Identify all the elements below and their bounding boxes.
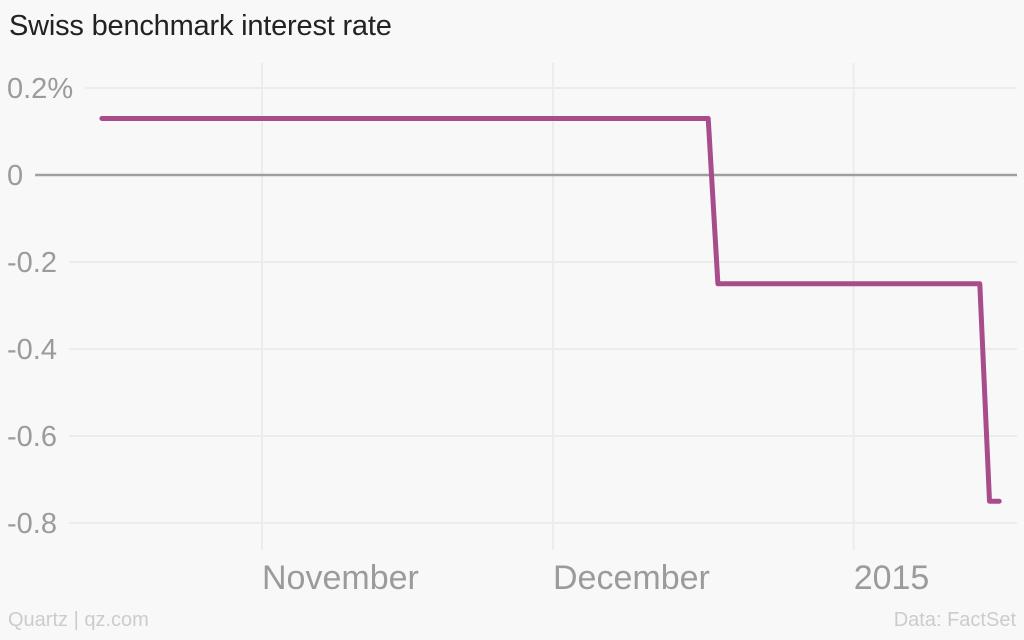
chart-title: Swiss benchmark interest rate (9, 10, 392, 42)
y-axis-tick-label: -0.8 (7, 508, 57, 540)
y-axis-tick-label: 0 (7, 160, 23, 192)
x-axis-tick-label: November (262, 559, 419, 597)
attribution-right: Data: FactSet (893, 609, 1016, 631)
interest-rate-line (99, 115, 1002, 504)
y-axis-tick-label: -0.6 (7, 421, 57, 453)
chart-footer: Quartz | qz.com Data: FactSet (0, 609, 1024, 632)
y-axis-tick-label: -0.2 (7, 247, 57, 279)
y-axis-tick-label: 0.2% (7, 73, 73, 105)
x-axis-tick-label: 2015 (854, 559, 930, 597)
attribution-left: Quartz | qz.com (8, 609, 149, 631)
x-axis-tick-label: December (553, 559, 710, 597)
y-axis-tick-label: -0.4 (7, 334, 57, 366)
